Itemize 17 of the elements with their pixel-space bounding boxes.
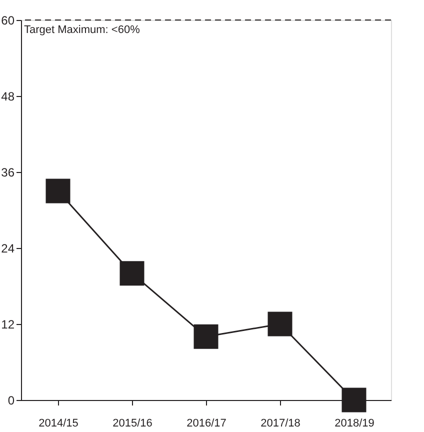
y-tick-label: 12 [1, 318, 15, 332]
x-tick-label: 2014/15 [38, 418, 78, 430]
x-tick-label: 2015/16 [112, 418, 152, 430]
y-tick-label: 24 [1, 242, 15, 256]
point [268, 312, 292, 336]
y-tick-label: 48 [1, 90, 15, 104]
point [120, 261, 144, 286]
ref-line-label: Target Maximum: <60% [24, 24, 140, 36]
y-tick-label: 0 [8, 394, 15, 408]
point [342, 388, 366, 412]
x-tick-label: 2016/17 [186, 418, 226, 430]
point [46, 178, 70, 204]
x-tick-label: 2017/18 [260, 418, 300, 430]
x-tick-label: 2018/19 [334, 418, 374, 430]
point [194, 324, 218, 349]
y-tick-label: 36 [1, 166, 15, 180]
y-tick-label: 60 [1, 14, 15, 28]
